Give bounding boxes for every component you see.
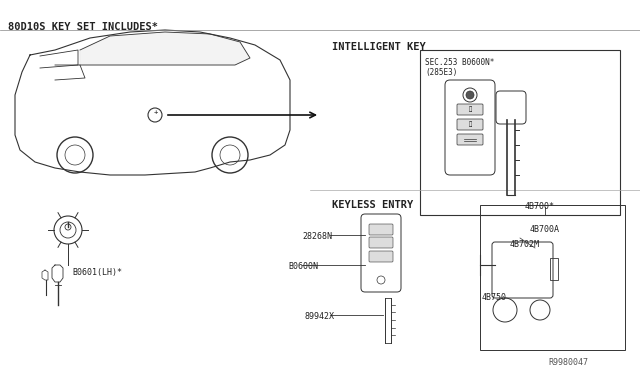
FancyBboxPatch shape xyxy=(369,224,393,235)
Text: 89942X: 89942X xyxy=(305,312,335,321)
Polygon shape xyxy=(80,32,250,65)
FancyBboxPatch shape xyxy=(457,119,483,130)
Bar xyxy=(550,258,558,280)
Bar xyxy=(420,50,620,215)
Text: 80D10S KEY SET INCLUDES*: 80D10S KEY SET INCLUDES* xyxy=(8,22,158,32)
FancyBboxPatch shape xyxy=(457,104,483,115)
Text: 🔒: 🔒 xyxy=(468,106,472,112)
Text: +: + xyxy=(154,109,158,115)
Text: 🔓: 🔓 xyxy=(468,121,472,127)
Text: 28268N: 28268N xyxy=(302,232,332,241)
Text: R9980047: R9980047 xyxy=(548,358,588,367)
Text: 4B702M: 4B702M xyxy=(510,240,540,249)
Text: 4B700A: 4B700A xyxy=(530,225,560,234)
FancyBboxPatch shape xyxy=(369,237,393,248)
Text: SEC.253 B0600N*: SEC.253 B0600N* xyxy=(425,58,494,67)
Text: B0600N: B0600N xyxy=(288,262,318,271)
Text: KEYLESS ENTRY: KEYLESS ENTRY xyxy=(332,200,413,210)
FancyBboxPatch shape xyxy=(369,251,393,262)
Text: (285E3): (285E3) xyxy=(425,68,458,77)
Bar xyxy=(480,205,625,350)
Text: 4B750: 4B750 xyxy=(482,293,507,302)
Text: INTELLIGENT KEY: INTELLIGENT KEY xyxy=(332,42,426,52)
Circle shape xyxy=(466,91,474,99)
Text: 4B700*: 4B700* xyxy=(525,202,555,211)
Text: B0601(LH)*: B0601(LH)* xyxy=(72,268,122,277)
FancyBboxPatch shape xyxy=(457,134,483,145)
